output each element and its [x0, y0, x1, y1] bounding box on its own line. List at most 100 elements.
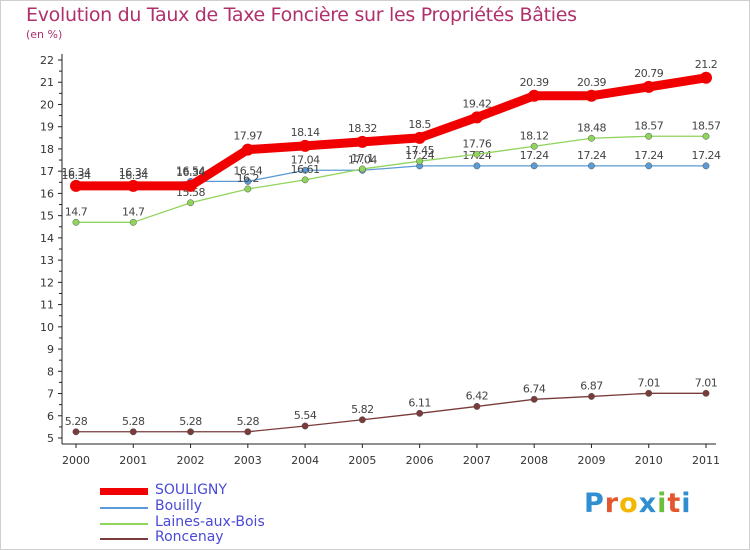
data-label-roncenay: 6.11	[408, 396, 431, 409]
y-tick-label: 20	[40, 98, 54, 111]
data-label-souligny: 18.32	[348, 122, 377, 135]
logo-letter: o	[619, 488, 639, 519]
y-tick-label: 11	[40, 299, 54, 312]
y-tick-label: 6	[47, 410, 54, 423]
x-tick-label: 2005	[348, 454, 376, 467]
chart-subtitle: (en %)	[26, 28, 63, 41]
data-point-bouilly	[702, 162, 710, 170]
data-label-laines-aux-bois: 18.57	[692, 119, 721, 132]
data-point-roncenay	[72, 428, 80, 436]
data-label-laines-aux-bois: 17.45	[405, 144, 434, 157]
data-point-bouilly	[530, 162, 538, 170]
y-tick-label: 21	[40, 76, 54, 89]
logo-letter: r	[604, 488, 620, 519]
y-tick-label: 9	[47, 343, 54, 356]
legend-swatch-bouilly	[100, 507, 148, 509]
data-label-laines-aux-bois: 16.2	[237, 172, 260, 185]
series-line-roncenay	[75, 392, 707, 433]
y-tick-label: 15	[40, 210, 54, 223]
x-tick-label: 2000	[62, 454, 90, 467]
data-label-roncenay: 6.87	[580, 379, 603, 392]
legend-swatch-souligny	[100, 488, 148, 495]
data-point-bouilly	[645, 162, 653, 170]
y-tick-label: 17	[40, 165, 54, 178]
data-label-laines-aux-bois: 17.76	[462, 137, 491, 150]
data-label-laines-aux-bois: 18.12	[520, 129, 549, 142]
logo-letter: x	[638, 488, 658, 519]
proxiti-logo: Proxiti	[584, 488, 692, 519]
data-point-laines-aux-bois	[702, 132, 710, 140]
data-label-souligny: 16.34	[62, 166, 91, 179]
x-tick-label: 2001	[119, 454, 147, 467]
data-label-roncenay: 5.54	[294, 409, 317, 422]
data-label-souligny: 16.34	[119, 166, 148, 179]
chart-title: Evolution du Taux de Taxe Foncière sur l…	[26, 4, 577, 26]
data-point-roncenay	[645, 389, 653, 397]
x-tick-label: 2003	[234, 454, 262, 467]
data-point-roncenay	[187, 428, 194, 436]
data-point-souligny	[413, 131, 426, 144]
y-tick-label: 18	[40, 143, 54, 156]
data-label-roncenay: 6.42	[466, 389, 489, 402]
x-tick-label: 2007	[463, 454, 491, 467]
legend-label-laines: Laines-aux-Bois	[155, 514, 265, 530]
data-point-laines-aux-bois	[530, 142, 538, 150]
data-point-roncenay	[588, 392, 595, 400]
data-point-bouilly	[588, 162, 595, 170]
data-label-bouilly: 17.24	[405, 149, 434, 162]
data-point-laines-aux-bois	[129, 218, 137, 226]
data-label-laines-aux-bois: 14.7	[65, 205, 88, 218]
data-point-laines-aux-bois	[645, 132, 653, 140]
data-label-roncenay: 7.01	[695, 376, 718, 389]
data-label-laines-aux-bois: 16.61	[291, 163, 320, 176]
data-label-bouilly: 16.54	[176, 164, 205, 177]
data-point-laines-aux-bois	[416, 157, 424, 165]
data-label-souligny: 18.5	[408, 118, 431, 131]
data-label-bouilly: 16.54	[233, 164, 262, 177]
data-point-souligny	[585, 89, 598, 102]
data-label-laines-aux-bois: 18.57	[634, 119, 663, 132]
data-label-roncenay: 7.01	[637, 376, 660, 389]
data-label-roncenay: 5.28	[65, 415, 88, 428]
logo-letter: i	[657, 488, 668, 519]
data-point-laines-aux-bois	[301, 176, 309, 184]
x-tick-label: 2002	[177, 454, 205, 467]
series-line-laines-aux-bois	[75, 135, 707, 223]
data-point-souligny	[127, 179, 140, 192]
data-point-souligny	[241, 143, 254, 156]
data-label-bouilly: 17.24	[577, 149, 606, 162]
data-label-roncenay: 5.28	[179, 415, 202, 428]
data-label-souligny: 20.39	[577, 76, 606, 89]
logo-letter: P	[584, 488, 605, 519]
data-label-roncenay: 6.74	[523, 382, 546, 395]
data-point-roncenay	[473, 402, 481, 410]
legend-label-roncenay: Roncenay	[155, 529, 224, 545]
legend-swatch-laines	[100, 523, 148, 525]
data-point-roncenay	[530, 395, 538, 403]
data-point-laines-aux-bois	[244, 185, 252, 193]
data-label-bouilly: 17.04	[348, 153, 377, 166]
y-tick-label: 7	[47, 388, 54, 401]
data-point-souligny	[700, 71, 712, 84]
data-point-souligny	[470, 111, 483, 124]
data-label-laines-aux-bois: 14.7	[122, 205, 145, 218]
legend-label-bouilly: Bouilly	[155, 498, 202, 514]
x-tick-label: 2004	[291, 454, 319, 467]
y-tick-label: 14	[40, 232, 54, 245]
data-point-souligny	[184, 179, 197, 192]
data-label-bouilly: 16.34	[119, 169, 148, 182]
x-tick-label: 2010	[635, 454, 663, 467]
data-point-bouilly	[301, 166, 309, 174]
data-label-bouilly: 17.24	[692, 149, 721, 162]
data-label-bouilly: 17.24	[634, 149, 663, 162]
data-point-souligny	[528, 89, 541, 102]
data-point-laines-aux-bois	[72, 218, 80, 226]
y-tick-label: 5	[47, 432, 54, 445]
y-tick-label: 12	[40, 276, 54, 289]
logo-letter: t	[667, 488, 682, 519]
legend-label-souligny: SOULIGNY	[155, 482, 227, 498]
y-tick-label: 10	[40, 321, 54, 334]
data-point-roncenay	[244, 428, 252, 436]
data-label-bouilly: 17.04	[291, 153, 320, 166]
